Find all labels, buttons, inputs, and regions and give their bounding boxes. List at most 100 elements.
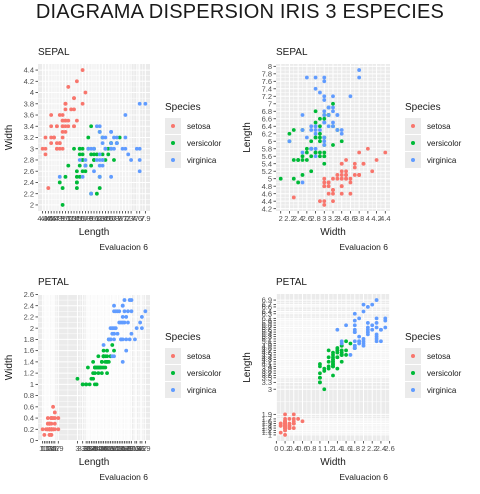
x-tick-label: 4.2 — [93, 444, 103, 453]
x-tick-label: 6.9 — [112, 214, 122, 223]
virginica-point — [357, 68, 362, 72]
virginica-point — [137, 158, 142, 162]
virginica-point — [322, 75, 327, 80]
setosa-point — [49, 416, 54, 420]
setosa-point — [63, 124, 68, 129]
virginica-point — [361, 337, 366, 341]
virginica-point — [89, 146, 94, 151]
setosa-point — [287, 417, 292, 421]
x-tick-label: 2 — [361, 444, 365, 453]
virginica-point — [127, 337, 132, 342]
setosa-point — [348, 176, 353, 181]
setosa-point — [51, 404, 55, 409]
setosa-point — [322, 184, 327, 189]
y-tick-label: 4.2 — [262, 357, 272, 366]
y-tick-label: 4.4 — [262, 353, 272, 362]
versicolor-point — [318, 124, 322, 129]
setosa-point — [80, 101, 85, 106]
x-tick-label: 5.5 — [72, 214, 82, 223]
virginica-point — [331, 124, 335, 129]
virginica-point — [92, 146, 96, 151]
y-tick-label: 5.2 — [262, 335, 272, 344]
setosa-point — [352, 173, 357, 177]
virginica-point — [322, 109, 327, 114]
legend-versicolor-label: versicolor — [187, 139, 222, 148]
versicolor-point — [339, 353, 344, 357]
versicolor-point — [60, 203, 65, 207]
virginica-point — [113, 309, 118, 314]
setosa-point — [318, 199, 322, 204]
versicolor-point — [117, 135, 122, 140]
legend-setosa-label: setosa — [427, 122, 451, 131]
virginica-point — [126, 152, 131, 157]
setosa-point — [374, 158, 379, 162]
versicolor-point — [77, 146, 82, 151]
setosa-point — [326, 180, 331, 185]
virginica-point — [120, 303, 125, 308]
legend-title: Species — [405, 102, 441, 113]
x-tick-label: 7.3 — [123, 214, 133, 223]
virginica-point — [89, 191, 94, 196]
versicolor-point — [94, 191, 99, 196]
setosa-point — [344, 173, 348, 177]
x-tick-label: 7.9 — [140, 214, 150, 223]
legend-versicolor-label: versicolor — [427, 369, 462, 378]
versicolor-point — [80, 158, 85, 162]
virginica-point — [352, 339, 357, 344]
versicolor-point — [105, 354, 109, 359]
setosa-point — [291, 412, 296, 417]
x-tick-label: 5.7 — [119, 444, 129, 453]
virginica-point — [374, 337, 379, 341]
x-tick-label: 3.4 — [336, 214, 346, 223]
y-tick-label: 4.6 — [262, 348, 272, 357]
versicolor-point — [91, 359, 96, 364]
y-tick-label: 1.3 — [262, 424, 272, 433]
y-tick-label: 3.4 — [24, 122, 34, 131]
y-tick-label: 2.4 — [24, 178, 34, 187]
y-tick-label: 4 — [30, 88, 34, 97]
x-tick-label: 2.8 — [310, 214, 320, 223]
virginica-point — [126, 320, 130, 325]
x-tick-label: 4.8 — [52, 214, 62, 223]
y-tick-label: 2.6 — [24, 167, 34, 176]
x-tick-label: 1.6 — [341, 444, 351, 453]
x-tick-label: 1.4 — [332, 444, 342, 453]
legend-virginica-marker — [171, 388, 175, 392]
versicolor-point — [300, 154, 305, 159]
virginica-point — [322, 94, 327, 99]
y-tick-label: 6.8 — [262, 107, 272, 116]
virginica-point — [109, 129, 114, 134]
setosa-point — [54, 146, 59, 151]
y-tick-label: 3.7 — [262, 369, 272, 378]
versicolor-point — [80, 146, 85, 151]
versicolor-point — [326, 355, 331, 360]
virginica-point — [331, 94, 335, 99]
panel-title: SEPAL — [276, 47, 308, 58]
virginica-point — [108, 326, 113, 331]
y-tick-label: 2 — [30, 201, 34, 210]
panel-title: SEPAL — [38, 47, 70, 58]
virginica-point — [120, 320, 125, 325]
virginica-point — [331, 105, 335, 110]
y-axis-label: Length — [242, 122, 253, 153]
x-tick-label: 3.6 — [83, 444, 93, 453]
legend-setosa-marker — [171, 354, 175, 358]
virginica-point — [114, 141, 119, 146]
versicolor-point — [287, 131, 292, 136]
virginica-point — [374, 316, 379, 321]
virginica-point — [120, 146, 125, 151]
virginica-point — [370, 302, 375, 307]
versicolor-point — [318, 131, 322, 136]
setosa-point — [60, 113, 65, 117]
y-tick-label: 7 — [268, 99, 272, 108]
y-tick-label: 6.7 — [262, 300, 272, 309]
y-tick-label: 3 — [30, 144, 34, 153]
legend-versicolor-label: versicolor — [427, 139, 462, 148]
versicolor-point — [87, 382, 92, 387]
versicolor-point — [318, 380, 322, 385]
setosa-point — [370, 169, 375, 174]
y-tick-label: 7.6 — [262, 77, 272, 86]
versicolor-point — [344, 353, 348, 357]
virginica-point — [122, 298, 127, 302]
setosa-point — [72, 96, 76, 101]
